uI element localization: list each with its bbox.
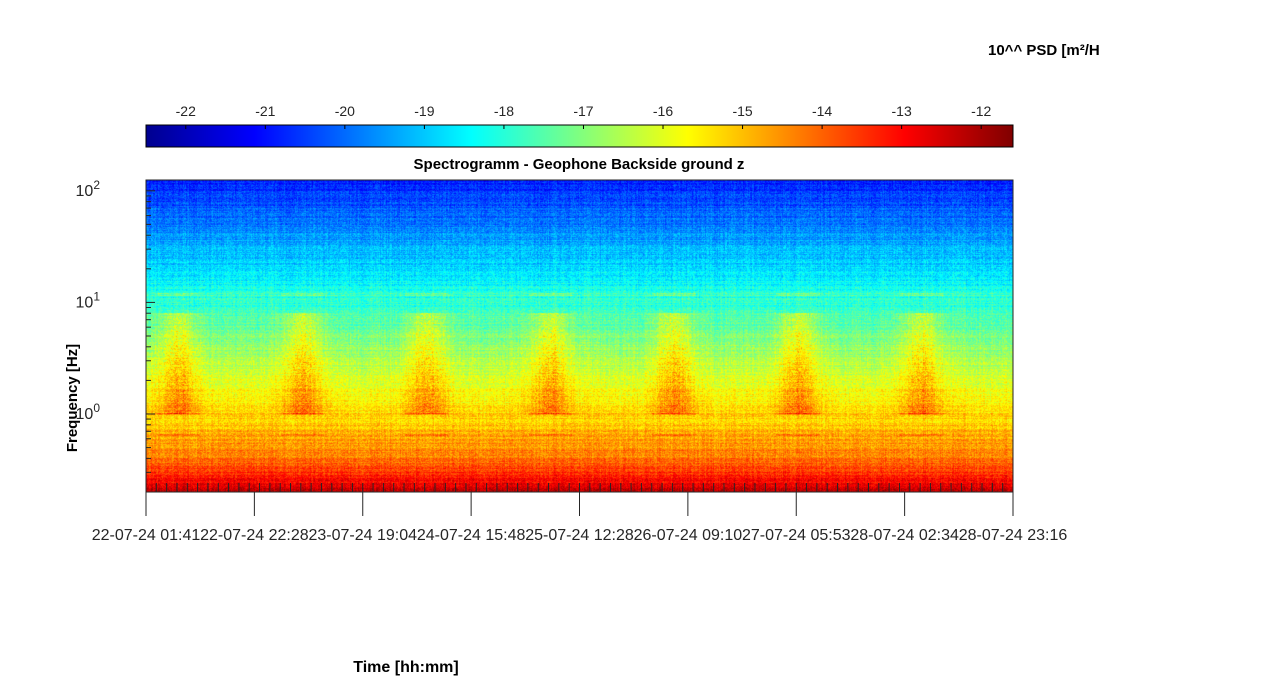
- colorbar-tick-label: -14: [812, 103, 832, 119]
- colorbar-tick-label: -19: [414, 103, 434, 119]
- x-tick-label: 22-07-24 22:28: [200, 527, 309, 544]
- colorbar-tick-label: -15: [732, 103, 752, 119]
- spectrogram-heatmap: [146, 180, 1013, 492]
- colorbar-tick-label: -22: [176, 103, 196, 119]
- y-axis: 100 101 102: [76, 178, 155, 493]
- colorbar-tick-label: -17: [573, 103, 593, 119]
- plot-area: [145, 179, 1014, 493]
- colorbar-tick-label: -21: [255, 103, 275, 119]
- colorbar-gradient: [145, 124, 1014, 148]
- colorbar-tick-label: -18: [494, 103, 514, 119]
- colorbar-tick-label: -20: [335, 103, 355, 119]
- colorbar-tick-label: -13: [892, 103, 912, 119]
- x-tick-label: 25-07-24 12:28: [525, 527, 634, 544]
- x-tick-label: 27-07-24 05:53: [742, 527, 851, 544]
- y-tick-label: 102: [76, 178, 101, 200]
- x-axis-label: Time [hh:mm]: [353, 659, 458, 676]
- x-tick-label: 23-07-24 19:04: [308, 527, 417, 544]
- colorbar-ticks: -22 -21 -20 -19 -18 -17 -16 -15 -14 -13 -12: [176, 103, 992, 129]
- colorbar-tick-label: -12: [971, 103, 991, 119]
- colorbar-label: 10^^ PSD [m²/H: [988, 42, 1100, 59]
- y-tick-label: 100: [76, 401, 101, 423]
- x-tick-label: 24-07-24 15:48: [417, 527, 526, 544]
- x-tick-label: 26-07-24 09:10: [634, 527, 743, 544]
- x-tick-label: 28-07-24 23:16: [959, 527, 1068, 544]
- x-tick-label: 28-07-24 02:34: [850, 527, 959, 544]
- colorbar: -22 -21 -20 -19 -18 -17 -16 -15 -14 -13 -12: [145, 103, 1014, 148]
- x-axis: 22-07-24 01:41 22-07-24 22:28 23-07-24 19:…: [92, 483, 1068, 544]
- x-tick-label: 22-07-24 01:41: [92, 527, 201, 544]
- chart-title: Spectrogramm - Geophone Backside ground …: [414, 156, 745, 173]
- colorbar-tick-label: -16: [653, 103, 673, 119]
- y-axis-label: Frequency [Hz]: [64, 344, 81, 452]
- y-tick-label: 101: [76, 289, 101, 311]
